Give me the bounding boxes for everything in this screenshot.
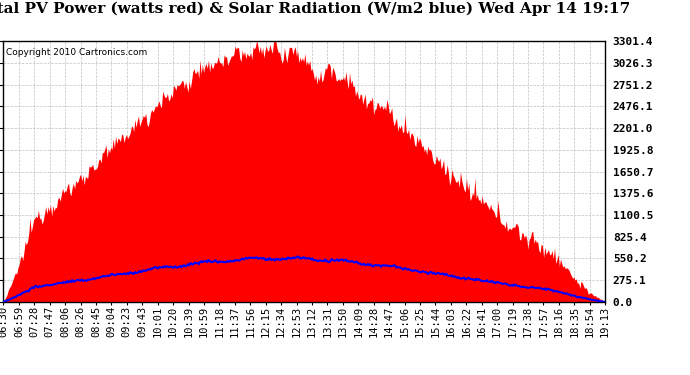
Text: Total PV Power (watts red) & Solar Radiation (W/m2 blue) Wed Apr 14 19:17: Total PV Power (watts red) & Solar Radia… xyxy=(0,2,630,16)
Text: Copyright 2010 Cartronics.com: Copyright 2010 Cartronics.com xyxy=(6,48,148,57)
